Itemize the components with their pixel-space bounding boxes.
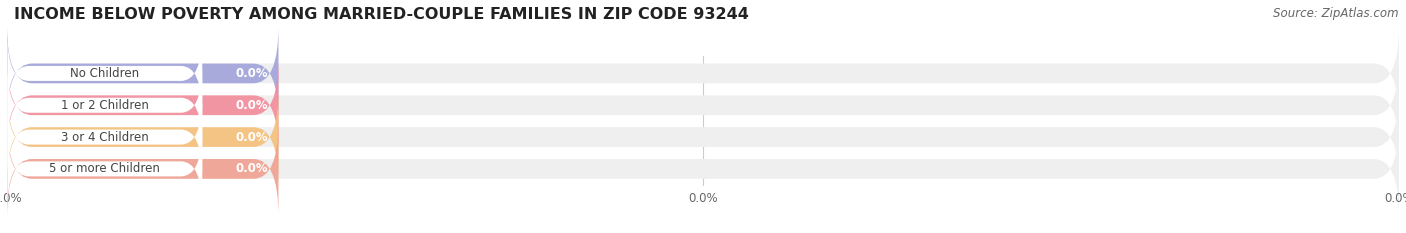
FancyBboxPatch shape: [7, 26, 278, 121]
FancyBboxPatch shape: [7, 64, 202, 147]
FancyBboxPatch shape: [7, 121, 1399, 216]
FancyBboxPatch shape: [7, 32, 202, 115]
Text: 5 or more Children: 5 or more Children: [49, 162, 160, 175]
Text: 0.0%: 0.0%: [236, 99, 269, 112]
FancyBboxPatch shape: [7, 90, 1399, 185]
FancyBboxPatch shape: [7, 90, 278, 185]
Text: INCOME BELOW POVERTY AMONG MARRIED-COUPLE FAMILIES IN ZIP CODE 93244: INCOME BELOW POVERTY AMONG MARRIED-COUPL…: [14, 7, 749, 22]
FancyBboxPatch shape: [7, 26, 1399, 121]
FancyBboxPatch shape: [7, 58, 1399, 153]
FancyBboxPatch shape: [7, 96, 202, 178]
FancyBboxPatch shape: [7, 58, 278, 153]
FancyBboxPatch shape: [7, 128, 202, 210]
Text: 0.0%: 0.0%: [236, 67, 269, 80]
Text: 3 or 4 Children: 3 or 4 Children: [60, 130, 149, 144]
Text: No Children: No Children: [70, 67, 139, 80]
FancyBboxPatch shape: [7, 121, 278, 216]
Text: 1 or 2 Children: 1 or 2 Children: [60, 99, 149, 112]
Text: Source: ZipAtlas.com: Source: ZipAtlas.com: [1274, 7, 1399, 20]
Text: 0.0%: 0.0%: [236, 130, 269, 144]
Text: 0.0%: 0.0%: [236, 162, 269, 175]
